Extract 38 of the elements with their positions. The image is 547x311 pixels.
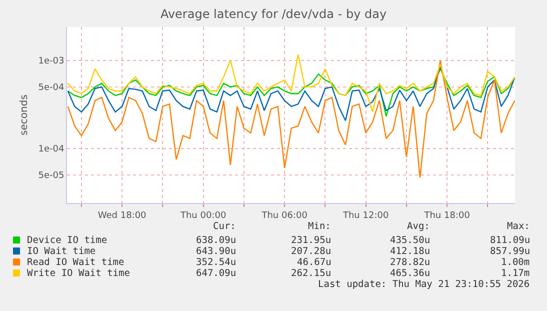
line-series <box>67 54 515 112</box>
legend-label: IO Wait time <box>27 246 96 257</box>
x-tick-label: Wed 18:00 <box>98 210 147 221</box>
text: 465.36u <box>390 268 430 279</box>
text: 1.00m <box>501 257 530 268</box>
text: Min: <box>308 221 331 232</box>
chart-title: Average latency for /dev/vda - by day <box>160 7 387 22</box>
text: Avg: <box>407 221 430 232</box>
text: 352.54u <box>196 257 236 268</box>
text: 811.09u <box>490 235 530 246</box>
text: 46.67u <box>297 257 332 268</box>
text: 857.99u <box>490 246 530 257</box>
text: 278.82u <box>390 257 430 268</box>
text: 435.50u <box>390 235 430 246</box>
text: 231.95u <box>291 235 332 246</box>
text: 638.09u <box>196 235 236 246</box>
text: 647.09u <box>196 268 236 279</box>
x-tick-label: Thu 12:00 <box>342 210 389 221</box>
text: Max: <box>507 221 530 232</box>
y-axis-title: seconds <box>19 94 30 136</box>
x-tick-label: Thu 18:00 <box>423 210 470 221</box>
y-tick-label: 1e-04 <box>38 144 64 155</box>
text: 207.28u <box>291 246 332 257</box>
legend-label: Write IO Wait time <box>27 268 130 279</box>
text: 643.90u <box>196 246 236 257</box>
text: Last update: Thu May 21 23:10:55 2026 <box>318 279 530 290</box>
x-tick-label: Thu 06:00 <box>260 210 308 221</box>
legend-label: Read IO Wait time <box>27 257 125 268</box>
line-series <box>67 60 515 178</box>
y-tick-label: 5e-04 <box>38 83 64 94</box>
legend-label: Device IO time <box>27 235 108 246</box>
text: 412.18u <box>390 246 430 257</box>
y-tick-label: 5e-05 <box>38 171 64 182</box>
text: 262.15u <box>291 268 332 279</box>
text: Cur: <box>213 221 236 232</box>
y-tick-label: 1e-03 <box>38 56 64 67</box>
text: 1.17m <box>501 268 530 279</box>
x-tick-label: Thu 00:00 <box>179 210 226 221</box>
